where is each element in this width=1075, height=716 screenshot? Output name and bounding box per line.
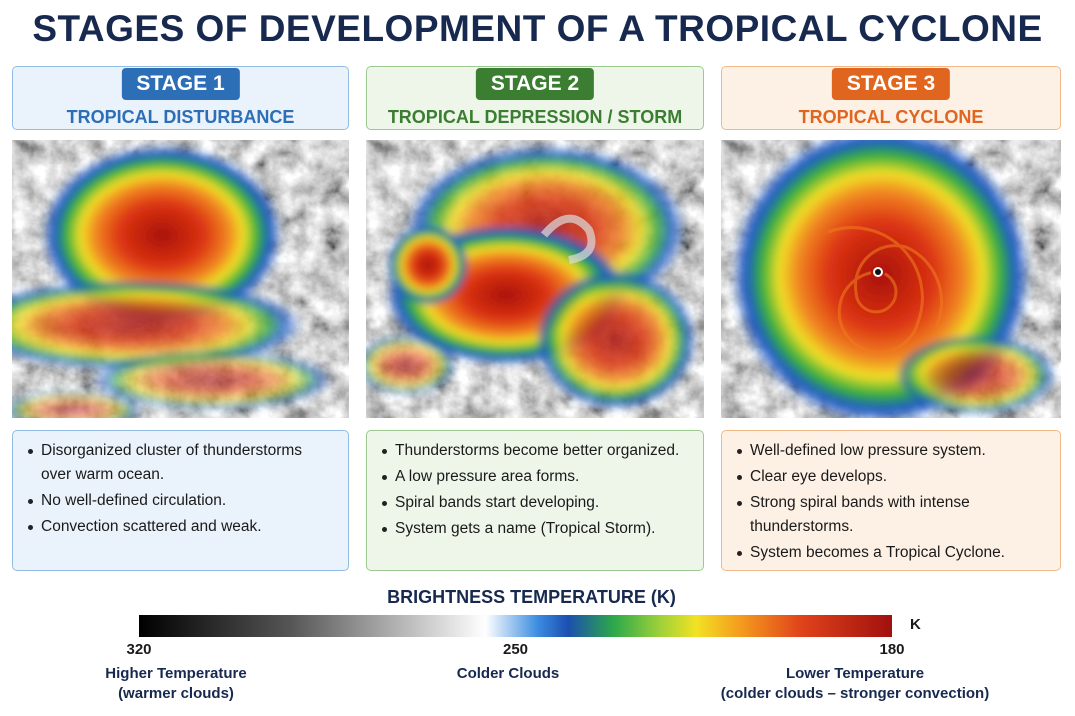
bullet-list: Disorganized cluster of thunderstorms ov… bbox=[28, 439, 334, 539]
stage-description: Thunderstorms become better organized. A … bbox=[366, 430, 704, 571]
satellite-image-2 bbox=[366, 140, 704, 418]
stage-header: STAGE 2 TROPICAL DEPRESSION / STORM bbox=[366, 66, 704, 130]
bullet: Disorganized cluster of thunderstorms ov… bbox=[28, 439, 334, 487]
stage-badge: STAGE 3 bbox=[831, 68, 951, 100]
colorbar-unit: K bbox=[910, 616, 921, 633]
colorbar-label: Lower Temperature (colder clouds – strong… bbox=[721, 664, 989, 704]
stage-description: Disorganized cluster of thunderstorms ov… bbox=[12, 430, 349, 571]
bullet-list: Well-defined low pressure system. Clear e… bbox=[737, 439, 1046, 565]
stage-description: Well-defined low pressure system. Clear e… bbox=[721, 430, 1061, 571]
bullet: Thunderstorms become better organized. bbox=[382, 439, 689, 463]
label-title: Higher Temperature bbox=[105, 665, 247, 682]
spiral-hint bbox=[540, 214, 596, 264]
label-note: (warmer clouds) bbox=[118, 685, 234, 702]
bullet: Well-defined low pressure system. bbox=[737, 439, 1046, 463]
colorbar-tick-label: 180 bbox=[879, 641, 905, 658]
colorbar-tick-label: 250 bbox=[502, 641, 529, 658]
stage-name: TROPICAL CYCLONE bbox=[798, 107, 984, 127]
stage-header: STAGE 3 TROPICAL CYCLONE bbox=[721, 66, 1061, 130]
colorbar bbox=[139, 615, 892, 637]
bullet-list: Thunderstorms become better organized. A … bbox=[382, 439, 689, 541]
bullet: System becomes a Tropical Cyclone. bbox=[737, 541, 1046, 565]
satellite-image-1 bbox=[12, 140, 349, 418]
title: STAGES OF DEVELOPMENT OF A TROPICAL CYCL… bbox=[32, 8, 1043, 49]
label-title: Colder Clouds bbox=[456, 665, 560, 682]
bullet: A low pressure area forms. bbox=[382, 465, 689, 489]
bullet: Clear eye develops. bbox=[737, 465, 1046, 489]
label-title: Lower Temperature bbox=[785, 665, 925, 682]
colorbar-title: BRIGHTNESS TEMPERATURE (K) bbox=[387, 587, 676, 607]
stage-name: TROPICAL DISTURBANCE bbox=[66, 107, 295, 127]
spiral-bands bbox=[827, 226, 944, 354]
stage-badge: STAGE 1 bbox=[121, 68, 240, 100]
colorbar-label: Colder Clouds bbox=[457, 664, 560, 684]
bullet: Strong spiral bands with intense thunder… bbox=[737, 491, 1046, 539]
stage-name: TROPICAL DEPRESSION / STORM bbox=[387, 107, 683, 127]
bullet: System gets a name (Tropical Storm). bbox=[382, 517, 689, 541]
colorbar-tick-label: 320 bbox=[126, 641, 152, 658]
stage-badge: STAGE 2 bbox=[475, 68, 595, 100]
cyclone-eye-center bbox=[875, 269, 881, 275]
label-note: (colder clouds – stronger convection) bbox=[720, 685, 990, 702]
stage-header: STAGE 1 TROPICAL DISTURBANCE bbox=[12, 66, 349, 130]
bullet: Spiral bands start developing. bbox=[382, 491, 689, 515]
colorbar-label: Higher Temperature (warmer clouds) bbox=[105, 664, 246, 704]
satellite-image-3 bbox=[721, 140, 1061, 418]
bullet: Convection scattered and weak. bbox=[28, 515, 334, 539]
bullet: No well-defined circulation. bbox=[28, 489, 334, 513]
